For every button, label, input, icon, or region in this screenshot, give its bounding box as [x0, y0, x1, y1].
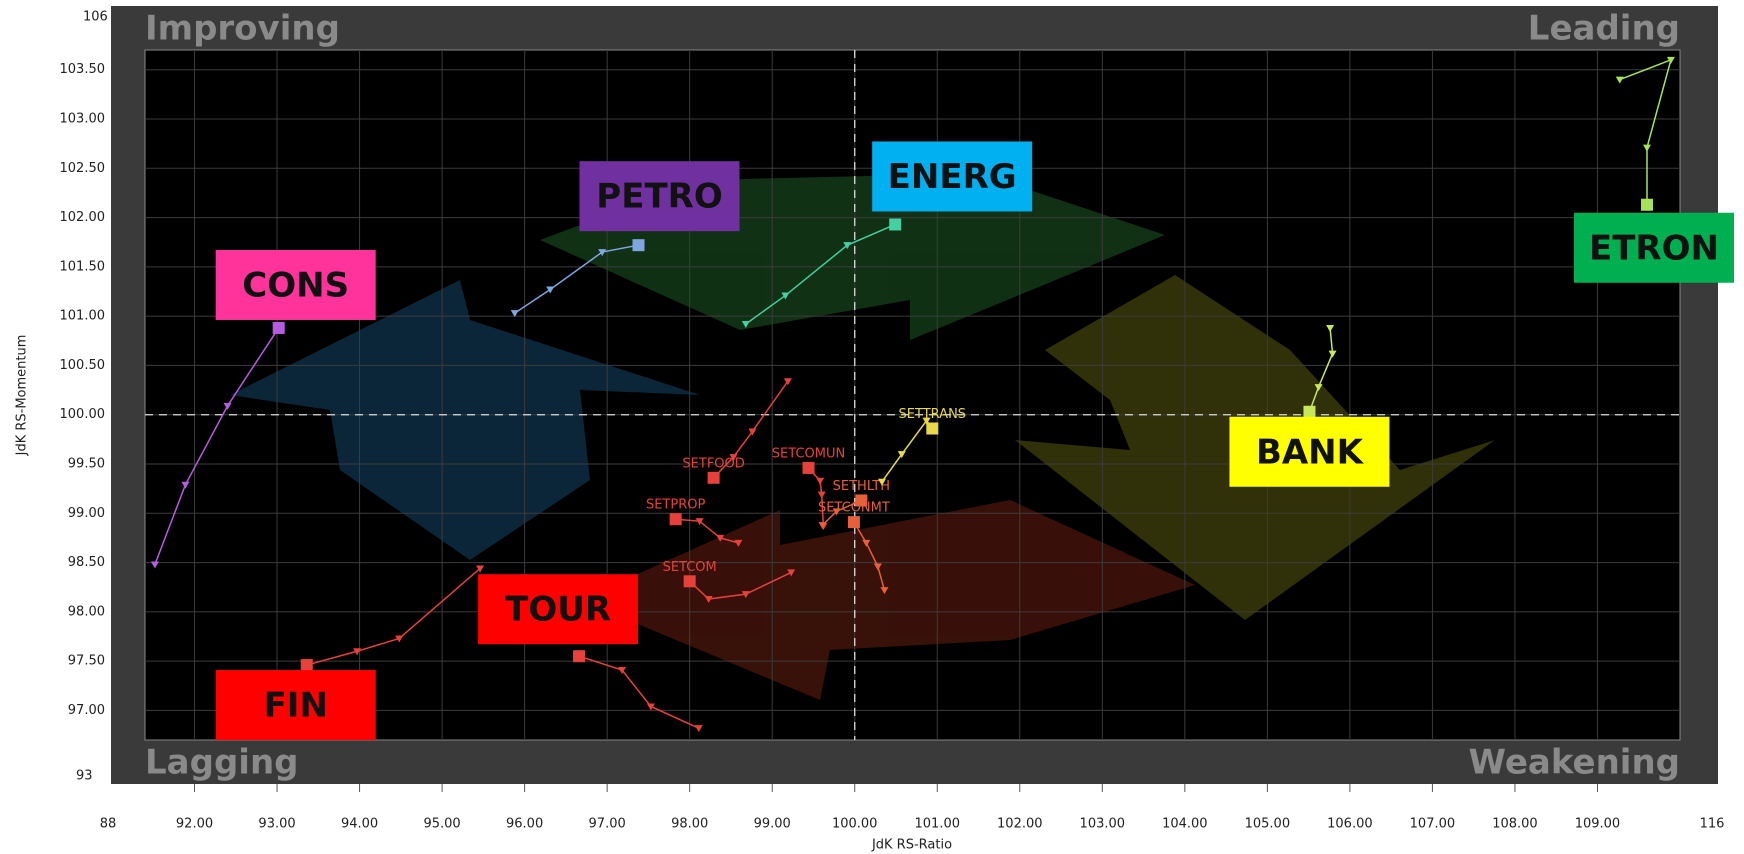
- x-tick-label: 104.00: [1162, 817, 1208, 832]
- y-tick-label: 102.00: [60, 210, 106, 225]
- y-tick-label: 103.00: [60, 112, 106, 127]
- head-point: [273, 322, 285, 334]
- series-label: ETRON: [1589, 228, 1719, 268]
- head-point: [803, 462, 815, 474]
- head-point: [684, 575, 696, 587]
- y-tick-label: 98.00: [68, 604, 105, 619]
- x-tick-label: 102.00: [997, 817, 1043, 832]
- series-label: CONS: [242, 265, 349, 305]
- chart: Improving Leading Lagging Weakening 106 …: [0, 0, 1744, 854]
- y-tick-label: 98.50: [68, 555, 105, 570]
- series-label: SETCOM: [663, 560, 717, 575]
- head-point: [848, 516, 860, 528]
- head-point: [301, 659, 313, 671]
- series-label: SETTRANS: [899, 407, 967, 422]
- head-point: [1303, 406, 1315, 418]
- series-label: BANK: [1256, 432, 1365, 472]
- y-axis-title: JdK RS-Momentum: [15, 335, 30, 457]
- head-point: [670, 513, 682, 525]
- head-point: [1641, 199, 1653, 211]
- x-tick-label: 92.00: [176, 817, 213, 832]
- series-label: SETCOMUN: [772, 446, 845, 461]
- y-tick-label: 100.50: [60, 358, 106, 373]
- x-tick-label: 94.00: [341, 817, 378, 832]
- series-label: SETPROP: [646, 498, 706, 513]
- outer-label: 88: [100, 817, 117, 832]
- y-tick-label: 101.00: [60, 309, 106, 324]
- x-tick-label: 99.00: [754, 817, 791, 832]
- x-tick-label: 100.00: [832, 817, 878, 832]
- x-tick-label: 97.00: [589, 817, 626, 832]
- head-point: [708, 472, 720, 484]
- series-label: TOUR: [505, 590, 611, 630]
- y-tick-label: 102.50: [60, 161, 106, 176]
- series-label: SETCONMT: [818, 501, 890, 516]
- series-label: SETFOOD: [682, 456, 744, 471]
- outer-label: 93: [76, 769, 93, 784]
- x-tick-label: 103.00: [1080, 817, 1126, 832]
- y-tick-label: 99.50: [68, 457, 105, 472]
- x-tick-label: 108.00: [1492, 817, 1538, 832]
- x-axis-title: JdK RS-Ratio: [871, 838, 952, 853]
- series-label: FIN: [264, 686, 328, 726]
- quadrant-label: Leading: [1528, 9, 1680, 49]
- quadrant-label: Lagging: [145, 743, 298, 783]
- x-tick-label: 95.00: [423, 817, 460, 832]
- x-tick-label: 101.00: [915, 817, 961, 832]
- x-tick-label: 105.00: [1245, 817, 1291, 832]
- y-tick-label: 103.50: [60, 62, 106, 77]
- x-tick-label: 96.00: [506, 817, 543, 832]
- x-tick-label: 107.00: [1410, 817, 1456, 832]
- quadrant-label: Weakening: [1469, 743, 1680, 783]
- y-tick-label: 100.00: [60, 407, 106, 422]
- y-tick-label: 99.00: [68, 506, 105, 521]
- x-tick-label: 109.00: [1575, 817, 1621, 832]
- x-tick-label: 98.00: [671, 817, 708, 832]
- head-point: [926, 423, 938, 435]
- outer-label: 106: [83, 10, 108, 25]
- head-point: [573, 650, 585, 662]
- y-tick-label: 97.00: [68, 703, 105, 718]
- quadrant-label: Improving: [145, 9, 340, 49]
- outer-label: 116: [1700, 817, 1725, 832]
- x-tick-label: 106.00: [1327, 817, 1373, 832]
- head-point: [889, 218, 901, 230]
- series-label: PETRO: [596, 177, 722, 217]
- y-tick-label: 97.50: [68, 654, 105, 669]
- y-tick-label: 101.50: [60, 259, 106, 274]
- series-label: ENERG: [888, 157, 1017, 197]
- x-tick-label: 93.00: [258, 817, 295, 832]
- head-point: [633, 239, 645, 251]
